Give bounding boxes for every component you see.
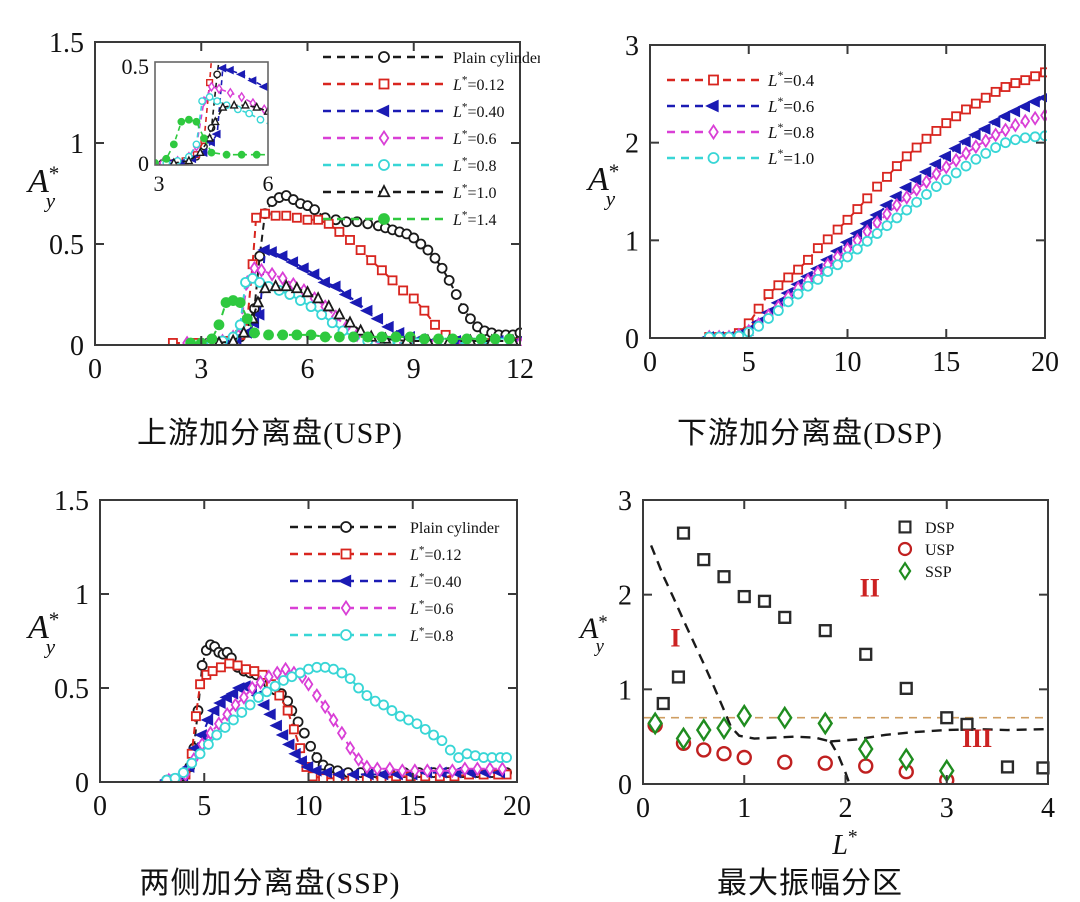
svg-text:15: 15 [932,347,960,378]
svg-text:L*=0.8: L*=0.8 [767,120,814,142]
panel-usp: 0 3 6 9 12 0 0.5 1 1.5 Plain cylinder L*=0.12 L*=0.… [0,0,540,450]
svg-text:1: 1 [625,226,639,257]
svg-text:1.5: 1.5 [54,486,89,517]
panel-ssp: 0 5 10 15 20 0 0.5 1 1.5 Plain cylinder L*=0.12 L*=… [0,450,540,900]
svg-text:1: 1 [70,129,84,160]
svg-text:0: 0 [88,354,102,385]
svg-text:5: 5 [197,791,211,822]
svg-text:3: 3 [194,354,208,385]
svg-text:L*=0.12: L*=0.12 [452,74,505,94]
svg-text:1.5: 1.5 [49,28,84,59]
svg-text:12: 12 [506,354,534,385]
svg-text:L*=0.8: L*=0.8 [452,155,497,175]
svg-text:0: 0 [618,770,632,801]
svg-text:6: 6 [263,171,274,196]
svg-text:L*=0.40: L*=0.40 [409,571,462,591]
zones-caption: 最大振幅分区 [717,867,903,900]
panel-dsp: 0 5 10 15 20 0 1 2 3 L*=0.4 L*=0.6 L*=0.8 L*=1.0 A* y … [540,0,1080,450]
svg-text:A*y: A* y [26,607,59,658]
svg-text:L*=1.4: L*=1.4 [452,209,497,229]
usp-caption: 上游加分离盘(USP) [136,417,403,450]
svg-text:5: 5 [742,347,756,378]
svg-text:L*=0.40: L*=0.40 [452,101,505,121]
svg-text:0: 0 [625,324,639,355]
svg-text:L*=1.0: L*=1.0 [767,146,814,168]
svg-text:III: III [962,724,992,753]
dsp-caption: 下游加分离盘(DSP) [676,417,943,450]
svg-text:9: 9 [407,354,421,385]
svg-text:6: 6 [301,354,315,385]
svg-text:10: 10 [834,347,862,378]
svg-text:0: 0 [75,768,89,799]
svg-text:1: 1 [75,580,89,611]
svg-text:0: 0 [138,151,149,176]
svg-text:USP: USP [925,542,954,559]
svg-text:DSP: DSP [925,520,954,537]
svg-text:0.5: 0.5 [54,674,89,705]
svg-text:0.5: 0.5 [122,54,150,79]
svg-text:15: 15 [399,791,427,822]
svg-text:0: 0 [643,347,657,378]
svg-text:3: 3 [618,486,632,517]
svg-text:I: I [670,624,680,653]
svg-text:0.5: 0.5 [49,230,84,261]
svg-text:L*=1.0: L*=1.0 [452,182,497,202]
ssp-chart: 0 5 10 15 20 0 0.5 1 1.5 Plain cylinder L*=0.12 L*=… [26,486,531,822]
svg-text:20: 20 [503,791,531,822]
svg-text:2: 2 [839,793,853,824]
svg-text:3: 3 [154,171,165,196]
svg-text:L*=0.4: L*=0.4 [767,68,815,90]
svg-text:SSP: SSP [925,564,952,581]
svg-text:10: 10 [295,791,323,822]
dsp-chart: 0 5 10 15 20 0 1 2 3 L*=0.4 L*=0.6 L*=0.8 L*=1.0 A* y [586,31,1059,378]
panel-zones: 0 1 2 3 4 0 1 2 3 DSP USP SSP A* y L* I II III 最大振幅分区 [540,450,1080,900]
ssp-caption: 两侧加分离盘(SSP) [139,867,401,900]
svg-text:L*=0.8: L*=0.8 [409,625,454,645]
svg-text:1: 1 [618,675,632,706]
svg-text:L*=0.6: L*=0.6 [452,128,497,148]
svg-text:2: 2 [625,129,639,160]
svg-text:Plain cylinder: Plain cylinder [453,50,540,67]
svg-text:20: 20 [1031,347,1059,378]
svg-text:4: 4 [1041,793,1055,824]
svg-text:L*=0.6: L*=0.6 [409,598,454,618]
svg-text:A*y: A* y [578,612,608,657]
svg-text:II: II [860,574,880,603]
svg-text:A*y: A* y [586,159,619,210]
svg-text:0: 0 [70,331,84,362]
svg-text:3: 3 [940,793,954,824]
svg-text:3: 3 [625,31,639,62]
svg-text:L*: L* [831,827,857,861]
svg-text:2: 2 [618,581,632,612]
svg-text:L*=0.6: L*=0.6 [767,94,814,116]
svg-text:L*=0.12: L*=0.12 [409,544,462,564]
svg-text:0: 0 [93,791,107,822]
svg-text:0: 0 [636,793,650,824]
svg-text:A*y: A* y [26,161,59,212]
svg-text:Plain cylinder: Plain cylinder [410,520,500,537]
svg-text:1: 1 [737,793,751,824]
